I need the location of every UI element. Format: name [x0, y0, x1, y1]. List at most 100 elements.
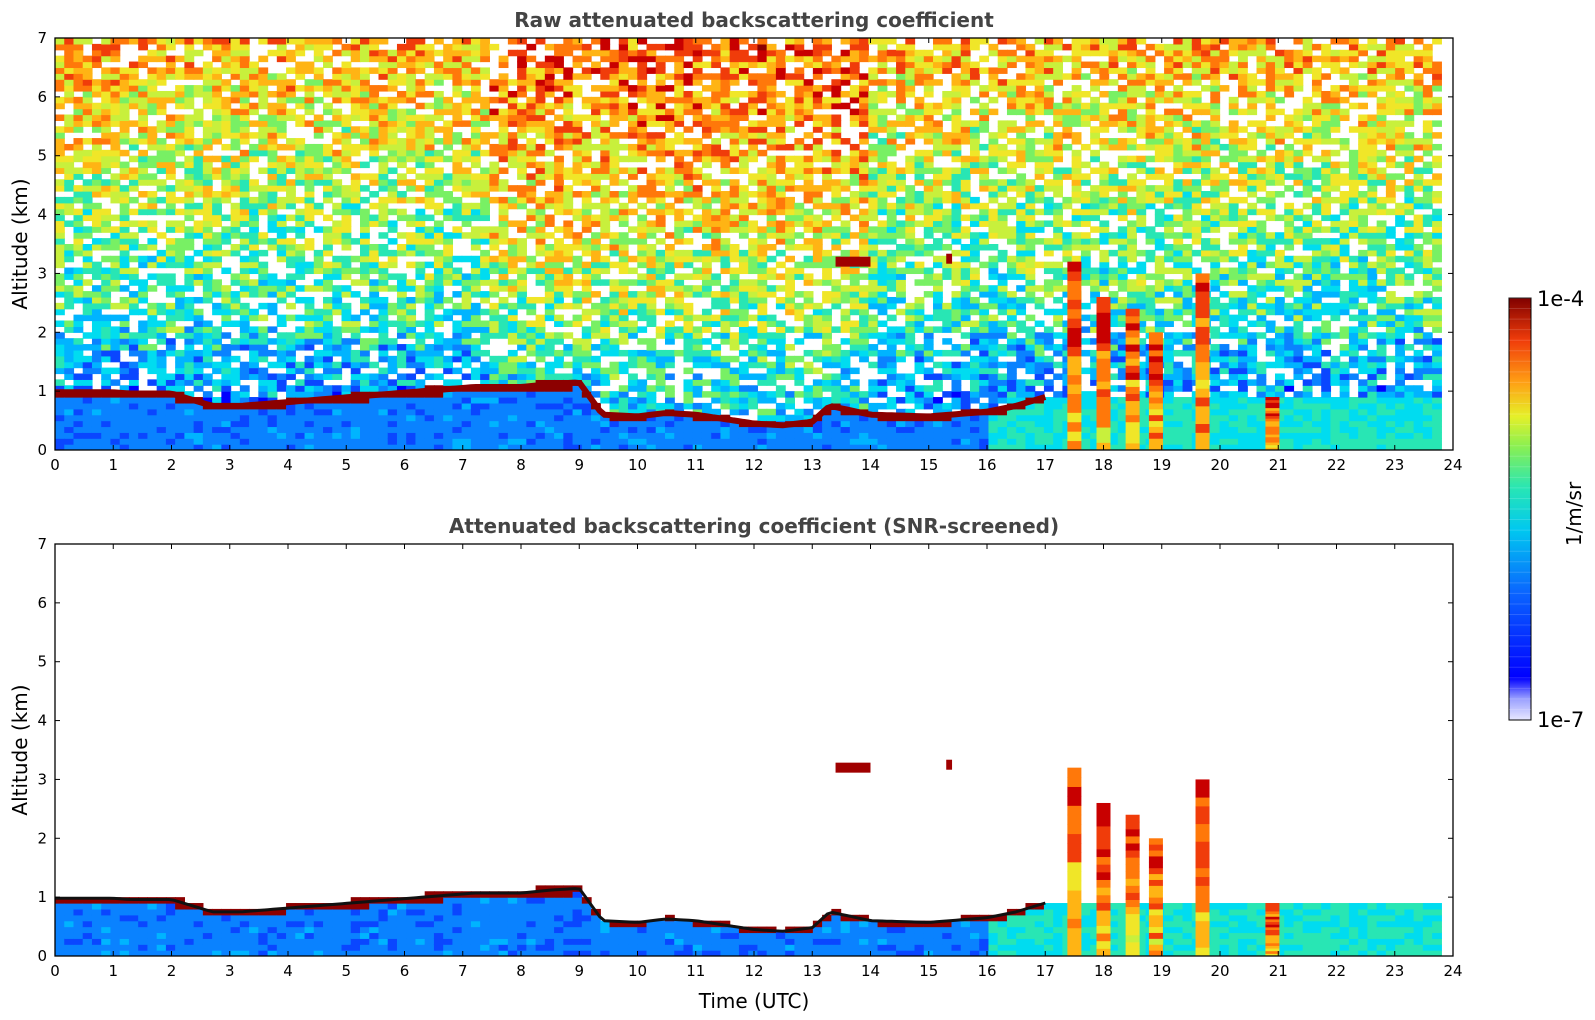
heatmap-cell [230, 208, 241, 216]
heatmap-cell [646, 414, 657, 422]
heatmap-cell [692, 43, 703, 51]
heatmap-cell [359, 402, 370, 410]
heatmap-cell [803, 302, 814, 310]
heatmap-cell [101, 220, 112, 227]
heatmap-cell [332, 185, 343, 192]
heatmap-cell [295, 338, 306, 345]
heatmap-cell [600, 191, 611, 198]
heatmap-cell [313, 226, 324, 233]
heatmap-cell [757, 332, 768, 339]
heatmap-cell [766, 85, 777, 92]
heatmap-cell [258, 420, 269, 428]
heatmap-cell [859, 155, 869, 163]
heatmap-cell [711, 138, 722, 145]
heatmap-cell [692, 114, 703, 121]
heatmap-cell [757, 202, 768, 210]
heatmap-cell [295, 326, 306, 333]
heatmap-cell [387, 79, 398, 86]
heatmap-cell [369, 173, 380, 180]
heatmap-cell [822, 373, 832, 380]
heatmap-cell [664, 432, 675, 439]
heatmap-cell [868, 226, 879, 233]
heatmap-cell [609, 61, 620, 69]
heatmap-cell [184, 132, 195, 139]
heatmap-cell [101, 85, 112, 92]
heatmap-cell [822, 326, 832, 333]
heatmap-cell [886, 285, 897, 292]
heatmap-cell [877, 126, 888, 133]
heatmap-cell [387, 414, 398, 422]
heatmap-cell [470, 367, 481, 375]
heatmap-cell [581, 432, 592, 439]
heatmap-cell [369, 108, 380, 116]
heatmap-cell [609, 196, 620, 204]
heatmap-cell [128, 96, 139, 104]
heatmap-cell [720, 102, 731, 110]
heatmap-cell [452, 79, 463, 86]
heatmap-cell [720, 108, 731, 116]
heatmap-cell [359, 49, 370, 57]
heatmap-cell [165, 397, 176, 404]
heatmap-cell [304, 185, 315, 192]
heatmap-cell [822, 202, 832, 210]
heatmap-cell [609, 173, 620, 180]
heatmap-cell [128, 296, 139, 304]
heatmap-cell [359, 438, 370, 445]
heatmap-cell [415, 249, 426, 257]
heatmap-cell [193, 202, 204, 210]
heatmap-cell [286, 238, 296, 245]
heatmap-cell [849, 426, 860, 433]
heatmap-cell [156, 126, 167, 133]
heatmap-cell [535, 320, 546, 327]
heatmap-cell [332, 38, 343, 45]
heatmap-cell [849, 385, 860, 392]
heatmap-cell [295, 255, 306, 263]
heatmap-cell [757, 373, 768, 380]
heatmap-cell [313, 385, 324, 392]
heatmap-cell [202, 191, 213, 198]
heatmap-cell [156, 444, 167, 450]
heatmap-cell [831, 85, 842, 92]
heatmap-cell [701, 249, 712, 257]
heatmap-cell [609, 302, 620, 310]
heatmap-cell [332, 85, 343, 92]
heatmap-cell [757, 255, 768, 263]
heatmap-cell [738, 426, 749, 433]
heatmap-cell [766, 185, 777, 192]
heatmap-cell [886, 191, 897, 198]
heatmap-cell [406, 244, 417, 251]
heatmap-cell [581, 149, 592, 157]
heatmap-cell [193, 114, 204, 121]
heatmap-cell [711, 179, 722, 186]
heatmap-cell [803, 397, 814, 404]
heatmap-cell [119, 314, 130, 322]
heatmap-cell [212, 167, 222, 174]
heatmap-cell [572, 143, 583, 151]
heatmap-cell [193, 361, 204, 369]
heatmap-cell [304, 38, 315, 45]
heatmap-cell [470, 38, 481, 45]
heatmap-cell [286, 179, 296, 186]
heatmap-cell [55, 344, 65, 351]
heatmap-cell [406, 232, 417, 239]
heatmap-cell [82, 61, 93, 69]
heatmap-cell [82, 332, 93, 339]
heatmap-cell [415, 61, 426, 69]
heatmap-cell [886, 249, 897, 257]
heatmap-cell [461, 320, 472, 327]
heatmap-cell [849, 143, 860, 151]
heatmap-cell [618, 244, 629, 251]
heatmap-cell [258, 426, 269, 433]
heatmap-cell [184, 114, 195, 121]
heatmap-cell [831, 296, 842, 304]
heatmap-cell [470, 73, 481, 80]
heatmap-cell [396, 402, 407, 410]
heatmap-cell [618, 114, 629, 121]
heatmap-cell [212, 73, 222, 80]
heatmap-cell [258, 279, 269, 286]
heatmap-cell [304, 438, 315, 445]
heatmap-cell [535, 332, 546, 339]
heatmap-cell [775, 196, 786, 204]
heatmap-cell [369, 220, 380, 227]
heatmap-cell [498, 255, 509, 263]
